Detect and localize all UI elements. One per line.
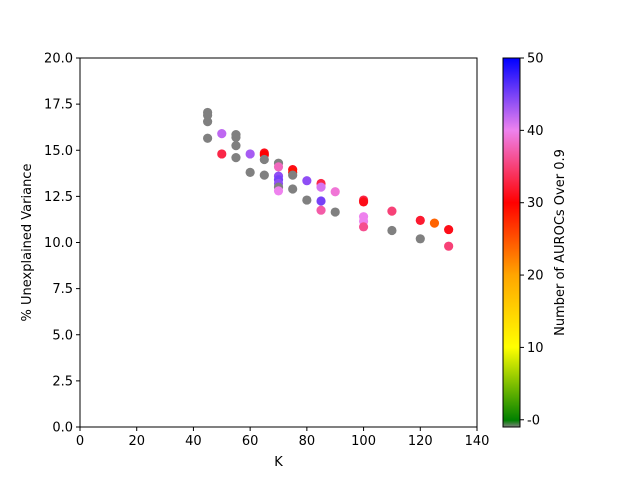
data-point-27 (302, 176, 312, 186)
colorbar-tick-label: 40 (527, 124, 544, 139)
data-point-40 (387, 206, 397, 216)
data-point-46 (444, 241, 454, 251)
data-point-11 (245, 167, 255, 177)
data-point-45 (444, 224, 454, 235)
data-point-9 (231, 153, 241, 163)
data-point-43 (415, 234, 425, 244)
x-tick-label: 20 (128, 434, 145, 449)
data-point-39 (358, 222, 369, 232)
data-point-3 (203, 133, 213, 143)
data-point-44 (429, 218, 440, 228)
colorbar-tick-label: 20 (527, 269, 544, 284)
x-tick-label: 140 (465, 434, 490, 449)
x-tick-label: 120 (408, 434, 433, 449)
x-tick-label: 100 (351, 434, 376, 449)
colorbar-tick-label: 10 (527, 341, 544, 356)
data-point-34 (330, 207, 340, 217)
x-tick-label: 60 (242, 434, 259, 449)
x-tick-label: 40 (185, 434, 202, 449)
scatter-points (203, 107, 454, 251)
data-point-32 (316, 205, 326, 215)
data-point-8 (231, 141, 241, 151)
data-point-4 (217, 129, 227, 139)
data-point-28 (302, 195, 312, 205)
axes: 0 20 40 60 80 100 120 140 0.0 2.5 5.0 7.5 10.0 12.5 15… (20, 52, 489, 471)
colorbar-tick-label: -0 (527, 413, 540, 428)
colorbar: -0 10 20 30 40 50 Number of AUROCs Over 0.9 (502, 52, 568, 428)
data-point-42 (415, 215, 425, 225)
y-tick-label: 7.5 (52, 282, 73, 297)
y-tick-label: 20.0 (44, 52, 73, 67)
data-point-30 (316, 182, 326, 192)
y-tick-label: 2.5 (52, 374, 73, 389)
plot-background (80, 58, 477, 427)
data-point-5 (217, 149, 227, 159)
colorbar-frame (502, 57, 521, 428)
colorbar-gradient (503, 58, 520, 427)
colorbar-label: Number of AUROCs Over 0.9 (553, 149, 568, 336)
data-point-14 (259, 154, 269, 165)
data-point-10 (245, 149, 255, 159)
plot-area (80, 58, 477, 427)
data-point-36 (358, 197, 369, 207)
y-tick-label: 12.5 (44, 190, 73, 205)
x-tick-label: 0 (76, 434, 84, 449)
y-axis-label: % Unexplained Variance (20, 164, 35, 322)
x-tick-label: 80 (299, 434, 316, 449)
y-tick-label: 17.5 (44, 98, 73, 113)
data-point-26 (288, 184, 298, 194)
y-tick-label: 5.0 (52, 328, 73, 343)
y-tick-label: 15.0 (44, 144, 73, 159)
data-point-17 (273, 162, 284, 172)
data-point-33 (330, 187, 340, 197)
data-point-41 (387, 225, 397, 236)
colorbar-tick-label: 30 (527, 196, 544, 211)
x-axis-label: K (274, 455, 283, 470)
data-point-25 (288, 170, 298, 180)
y-tick-label: 10.0 (44, 236, 73, 251)
data-point-22 (273, 186, 284, 196)
data-point-7 (231, 132, 241, 142)
data-point-31 (316, 196, 326, 206)
y-tick-label: 0.0 (52, 421, 73, 436)
data-point-1 (203, 110, 213, 120)
data-point-2 (203, 117, 213, 127)
colorbar-tick-label: 50 (527, 52, 544, 67)
data-point-15 (259, 170, 269, 180)
